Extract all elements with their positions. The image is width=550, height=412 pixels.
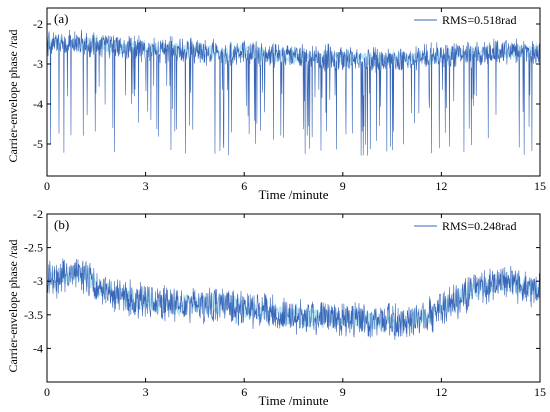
plot-frame xyxy=(46,213,541,383)
x-axis-label: Time /minute xyxy=(259,393,329,408)
series-line xyxy=(47,29,540,156)
y-tick-label: -3.5 xyxy=(24,308,43,322)
y-tick-label: -3 xyxy=(33,274,43,288)
x-tick-label: 6 xyxy=(241,385,247,399)
panel-b: 0 3 6 9 12 15 -2 -2.5 -3 -3.5 -4 Time /minute (b) RMS… xyxy=(24,207,546,408)
x-tick-label: 3 xyxy=(143,179,149,193)
x-tick-label: 15 xyxy=(534,179,546,193)
y-tick-label: -2.5 xyxy=(24,241,43,255)
x-tick-label: 12 xyxy=(435,179,447,193)
x-axis-label: Time /minute xyxy=(259,187,329,202)
x-tick-label: 12 xyxy=(435,385,447,399)
y-tick-label: -2 xyxy=(33,207,43,221)
x-tick-label: 0 xyxy=(44,385,50,399)
y-tick-label: -5 xyxy=(33,137,43,151)
x-tick-label: 9 xyxy=(340,179,346,193)
x-tick-label: 0 xyxy=(44,179,50,193)
y-axis-label: Carrier-envelope phase /rad xyxy=(6,29,20,162)
y-tick-label: -2 xyxy=(33,17,43,31)
y-tick-label: -4 xyxy=(33,97,43,111)
legend-label: RMS=0.248rad xyxy=(442,219,516,233)
x-tick-label: 15 xyxy=(534,385,546,399)
x-tick-label: 9 xyxy=(340,385,346,399)
legend-label: RMS=0.518rad xyxy=(442,13,516,27)
panel-a: 0 3 6 9 12 15 -2 -3 -4 -5 Time /minute (a) RMS=0.518… xyxy=(33,7,546,202)
x-tick-label: 6 xyxy=(241,179,247,193)
series-group xyxy=(47,258,540,341)
y-tick-label: -4 xyxy=(33,341,43,355)
x-tick-label: 3 xyxy=(143,385,149,399)
panel-label: (b) xyxy=(54,217,69,232)
series-group xyxy=(47,29,540,156)
series-line xyxy=(47,258,540,341)
plot-frame xyxy=(46,7,541,177)
y-tick-label: -3 xyxy=(33,57,43,71)
panel-label: (a) xyxy=(54,11,68,26)
y-axis-label-lower: Carrier-envelope phase /rad xyxy=(6,239,20,372)
